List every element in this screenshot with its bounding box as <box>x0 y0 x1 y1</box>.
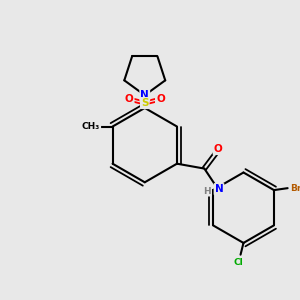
Text: Br: Br <box>290 184 300 193</box>
Text: O: O <box>214 144 222 154</box>
Text: O: O <box>125 94 134 104</box>
Text: N: N <box>140 90 149 100</box>
Text: H: H <box>203 187 211 196</box>
Text: Cl: Cl <box>234 258 244 267</box>
Text: O: O <box>156 94 165 104</box>
Text: S: S <box>141 98 148 108</box>
Text: CH₃: CH₃ <box>82 122 100 131</box>
Text: N: N <box>215 184 224 194</box>
